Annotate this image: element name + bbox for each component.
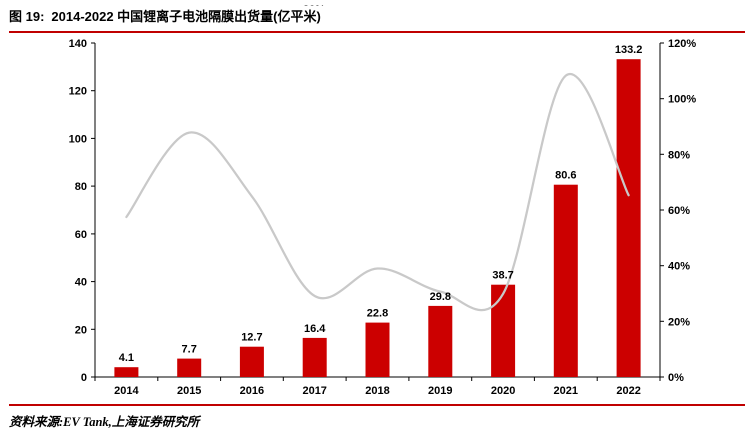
bar-value-label: 80.6 — [555, 170, 576, 182]
left-axis-label: 100 — [69, 133, 87, 145]
bar-2014 — [114, 367, 139, 377]
bar-2017 — [302, 337, 327, 377]
bar-value-label: 7.7 — [182, 344, 197, 356]
left-axis-label: 60 — [75, 229, 87, 241]
figure-title: 2014-2022 中国锂离子电池隔膜出货量(亿平米) — [51, 9, 321, 24]
left-axis-label: 20 — [75, 324, 87, 336]
right-axis-label: 120% — [668, 38, 696, 50]
left-axis-label: 120 — [69, 86, 87, 98]
left-axis-label: 0 — [81, 372, 87, 384]
left-axis-label: 80 — [75, 181, 87, 193]
x-axis-label: 2020 — [491, 385, 515, 397]
bar-value-label: 133.2 — [615, 44, 643, 56]
x-axis-label: 2016 — [240, 385, 264, 397]
bar-2015 — [177, 358, 202, 377]
right-axis-label: 0% — [668, 372, 684, 384]
left-axis-label: 140 — [69, 38, 87, 50]
bar-value-label: 4.1 — [119, 352, 134, 364]
clipped-text: 30% — [303, 5, 325, 7]
x-axis-label: 2018 — [365, 385, 389, 397]
x-axis-label: 2019 — [428, 385, 452, 397]
bar-value-label: 38.7 — [492, 270, 513, 282]
figure-header: 图 19: 2014-2022 中国锂离子电池隔膜出货量(亿平米) — [9, 6, 745, 33]
right-axis-label: 40% — [668, 261, 690, 273]
right-axis-label: 20% — [668, 316, 690, 328]
bar-2021 — [553, 184, 578, 377]
growth-rate-line — [125, 72, 630, 312]
bar-2018 — [365, 322, 390, 377]
bar-value-label: 22.8 — [367, 308, 388, 320]
x-axis-label: 2017 — [302, 385, 326, 397]
bar-2022 — [616, 59, 641, 377]
x-axis-label: 2014 — [114, 385, 139, 397]
bar-value-label: 12.7 — [241, 332, 262, 344]
left-axis-label: 40 — [75, 277, 87, 289]
x-axis-label: 2022 — [616, 385, 640, 397]
figure-footer: 资料来源:EV Tank,上海证券研究所 — [9, 404, 745, 430]
bar-value-label: 16.4 — [304, 323, 326, 335]
bar-line-chart: 0 20 40 60 80 100 120 140 0% 20% 40% 60% 80% 100% 120%… — [69, 38, 697, 397]
right-axis-label: 60% — [668, 205, 690, 217]
bar-value-label: 29.8 — [430, 291, 451, 303]
clipped-text-fragment: 30% — [282, 0, 346, 7]
x-axis-label: 2021 — [554, 385, 578, 397]
source-text: 资料来源:EV Tank,上海证券研究所 — [9, 415, 200, 429]
right-axis-label: 100% — [668, 94, 696, 106]
x-axis-label: 2015 — [177, 385, 201, 397]
chart-area: 0 20 40 60 80 100 120 140 0% 20% 40% 60% 80% 100% 120%… — [0, 33, 752, 405]
right-axis-label: 80% — [668, 149, 690, 161]
bar-2016 — [239, 346, 264, 377]
bar-2020 — [491, 284, 516, 377]
figure-label: 图 19: — [9, 9, 45, 24]
bar-2019 — [428, 305, 453, 377]
